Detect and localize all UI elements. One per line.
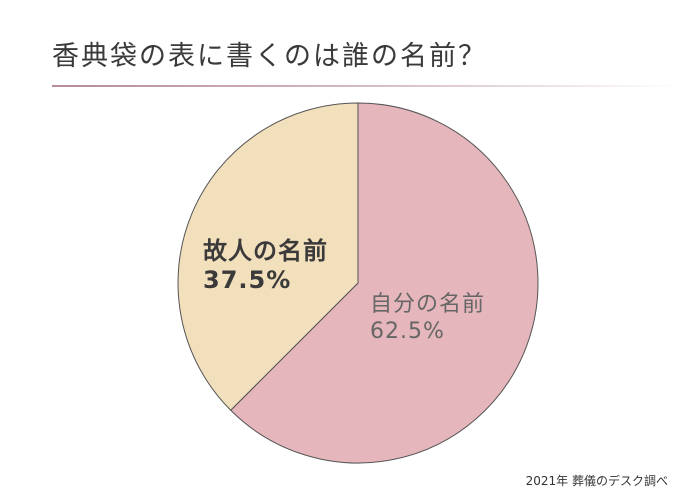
pie-slice-own-name — [230, 102, 539, 464]
slice-value-deceased-name: 37.5% — [203, 266, 292, 295]
slice-category-own-name: 自分の名前 — [370, 292, 486, 317]
title-divider — [52, 85, 680, 87]
source-note: 2021年 葬儀のデスク調べ — [525, 474, 668, 488]
pie-slice-deceased-name — [177, 102, 359, 411]
slice-label-deceased-name: 故人の名前 37.5% — [203, 237, 328, 296]
slice-label-own-name: 自分の名前 62.5% — [370, 292, 485, 346]
slice-value-own-name: 62.5% — [370, 318, 445, 344]
slice-category-deceased-name: 故人の名前 — [203, 237, 328, 265]
chart-title: 香典袋の表に書くのは誰の名前？ — [52, 41, 487, 72]
